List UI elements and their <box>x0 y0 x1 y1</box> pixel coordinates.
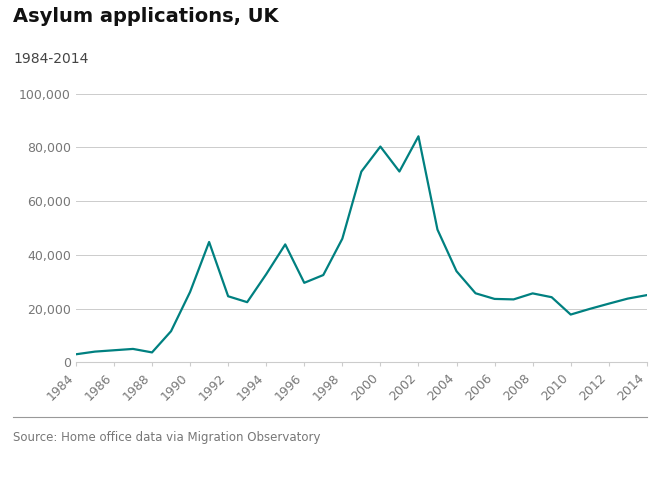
Text: Asylum applications, UK: Asylum applications, UK <box>13 7 279 27</box>
Text: B: B <box>582 443 592 457</box>
Text: Source: Home office data via Migration Observatory: Source: Home office data via Migration O… <box>13 431 321 444</box>
Text: C: C <box>632 443 640 457</box>
Text: 1984-2014: 1984-2014 <box>13 52 88 66</box>
Text: B: B <box>607 443 616 457</box>
